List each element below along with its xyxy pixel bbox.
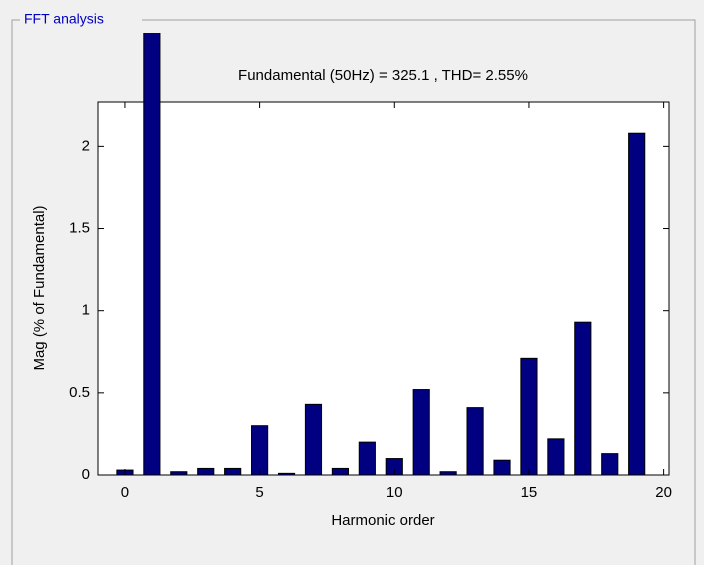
x-axis-label: Harmonic order xyxy=(331,512,434,529)
bar xyxy=(304,403,323,475)
bar xyxy=(574,321,592,475)
panel-title-bg xyxy=(20,10,142,30)
y-tick-label: 0 xyxy=(82,466,90,483)
bar xyxy=(493,459,511,475)
panel-border xyxy=(11,19,696,565)
bar xyxy=(224,467,242,475)
x-tick-label: 10 xyxy=(386,484,403,501)
y-tick-label: 0.5 xyxy=(69,384,90,401)
y-tick-label: 1.5 xyxy=(69,219,90,236)
bar xyxy=(601,453,619,475)
bar xyxy=(628,132,646,475)
x-tick-label: 0 xyxy=(121,484,129,501)
panel-title: FFT analysis xyxy=(24,11,104,27)
x-tick-label: 20 xyxy=(655,484,672,501)
bar xyxy=(197,467,215,475)
bar xyxy=(439,471,457,475)
x-tick-label: 5 xyxy=(255,484,263,501)
bar xyxy=(466,407,484,475)
bar xyxy=(547,438,565,475)
bar xyxy=(520,357,538,475)
bar xyxy=(170,471,188,475)
y-axis-label: Mag (% of Fundamental) xyxy=(31,205,48,370)
bar xyxy=(331,467,349,475)
bars xyxy=(116,33,646,475)
y-tick-label: 1 xyxy=(82,302,90,319)
bar xyxy=(251,425,269,475)
bar xyxy=(277,472,296,475)
axes xyxy=(97,101,670,476)
bar xyxy=(358,441,376,475)
y-tick-label: 2 xyxy=(82,137,90,154)
bar xyxy=(412,389,430,475)
chart-title: Fundamental (50Hz) = 325.1 , THD= 2.55% xyxy=(238,67,528,84)
bar xyxy=(143,33,161,475)
x-tick-label: 15 xyxy=(521,484,538,501)
